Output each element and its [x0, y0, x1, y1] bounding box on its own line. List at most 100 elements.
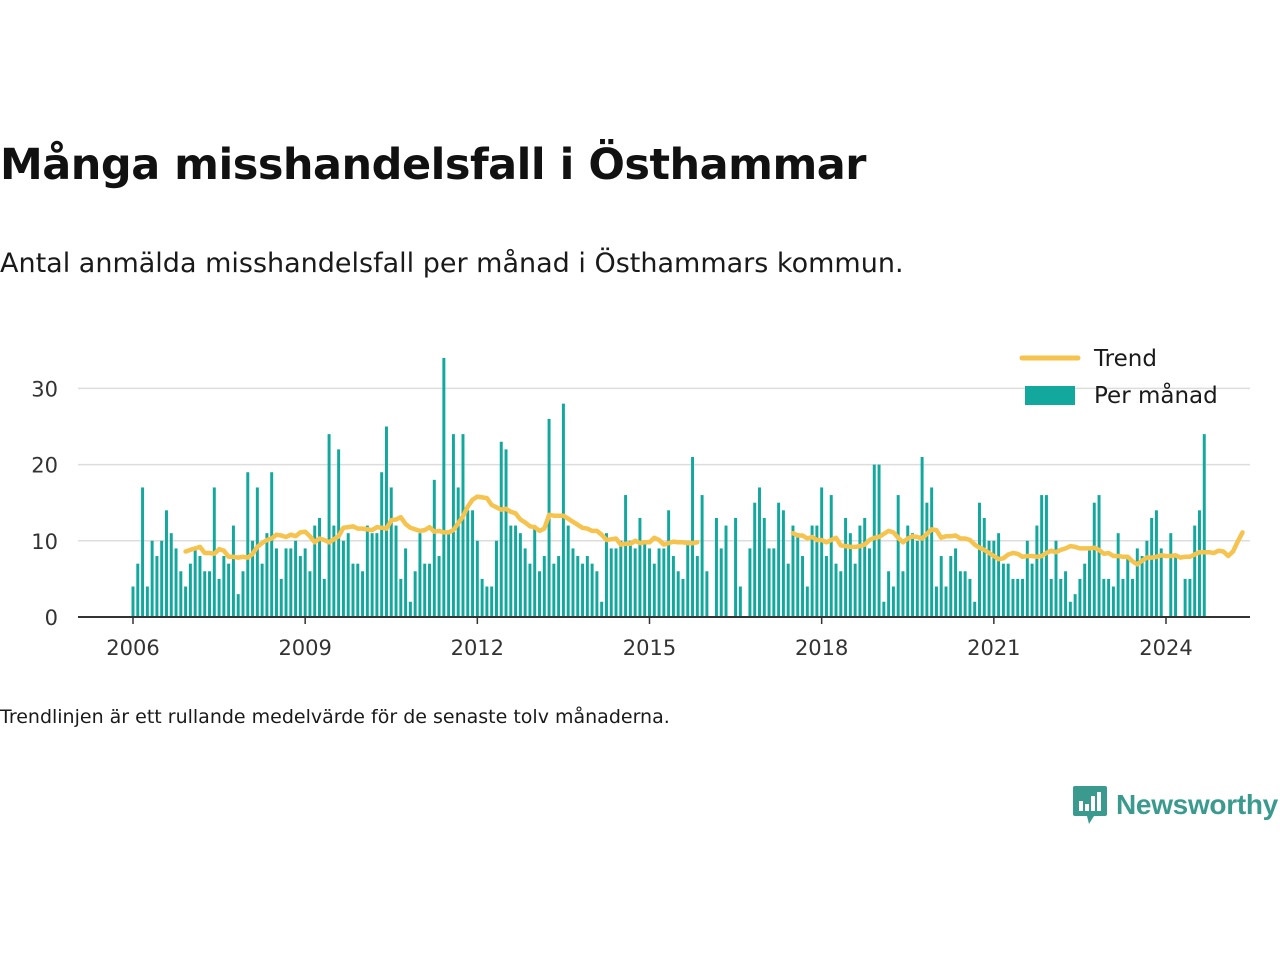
bar — [734, 517, 738, 617]
bar — [1006, 563, 1010, 617]
bar — [858, 525, 862, 617]
bar — [380, 472, 384, 617]
bar — [1035, 525, 1039, 617]
bar — [375, 533, 379, 617]
bar — [958, 571, 962, 617]
chart-subtitle: Antal anmälda misshandelsfall per månad … — [0, 248, 904, 279]
bar — [882, 601, 886, 617]
bar — [327, 434, 331, 617]
bar — [1111, 586, 1115, 617]
y-tick-label: 0 — [45, 606, 58, 630]
trend-line — [183, 494, 700, 560]
bar — [896, 495, 900, 617]
bar — [538, 571, 541, 617]
bar — [1011, 578, 1015, 617]
brand-logo: Newsworthy — [1072, 784, 1278, 826]
bar — [1116, 533, 1120, 617]
bar — [150, 540, 154, 617]
bar — [1183, 578, 1187, 617]
bar — [614, 548, 618, 617]
bar — [174, 548, 178, 617]
bar — [514, 525, 518, 617]
bar — [169, 533, 173, 617]
bar — [949, 556, 953, 617]
bar — [480, 578, 484, 617]
bar — [1092, 502, 1096, 617]
bar — [705, 571, 709, 617]
bar — [279, 578, 283, 617]
bar — [633, 548, 637, 617]
bar — [346, 533, 350, 617]
bar — [270, 472, 274, 617]
bar — [997, 533, 1001, 617]
bar — [461, 434, 465, 617]
bar — [1059, 578, 1063, 617]
bar — [853, 563, 857, 617]
legend-label-per-manad: Per månad — [1094, 381, 1218, 409]
bar — [839, 571, 843, 617]
bar — [528, 563, 532, 617]
bar — [466, 510, 470, 617]
y-axis-ticks: 0 10 20 30 — [31, 377, 58, 630]
bar — [829, 495, 833, 617]
bar — [934, 586, 938, 617]
y-tick-label: 10 — [31, 530, 58, 554]
bar — [1021, 578, 1025, 617]
bar — [944, 586, 948, 617]
bar — [667, 510, 671, 617]
bar — [652, 563, 656, 617]
bar — [1025, 540, 1029, 617]
bar — [1140, 556, 1144, 617]
bar — [662, 548, 666, 617]
bar — [1087, 548, 1091, 617]
bar — [1016, 578, 1020, 617]
chart: 0 10 20 30 2006 2009 2012 2015 2018 2021 2024 Tre… — [31, 346, 1250, 660]
bar — [638, 517, 642, 617]
bar — [963, 571, 967, 617]
bar — [227, 563, 231, 617]
x-tick-label: 2015 — [623, 636, 676, 660]
bar — [1135, 548, 1139, 617]
bar — [231, 525, 235, 617]
bar — [767, 548, 771, 617]
bar — [915, 540, 919, 617]
bar — [208, 571, 212, 617]
bar — [877, 464, 881, 617]
bar — [408, 601, 412, 617]
bar — [868, 548, 871, 617]
bar — [628, 540, 632, 617]
trend-line — [790, 527, 1245, 567]
bar — [676, 571, 680, 617]
bar — [447, 533, 451, 617]
bar — [1121, 578, 1125, 617]
bar — [284, 548, 288, 617]
bar — [413, 571, 417, 617]
bar — [1145, 540, 1149, 617]
bar — [437, 556, 441, 617]
bar — [542, 556, 546, 617]
bar — [260, 563, 264, 617]
bar — [600, 601, 604, 617]
bar — [1174, 556, 1178, 617]
bar — [643, 540, 647, 617]
bar — [322, 578, 326, 617]
bar — [796, 533, 800, 617]
bar — [494, 540, 498, 617]
bar — [815, 525, 819, 617]
bar — [987, 540, 991, 617]
bar — [925, 502, 929, 617]
bar — [298, 556, 302, 617]
bar — [188, 563, 192, 617]
bar — [203, 571, 207, 617]
bar — [978, 502, 981, 617]
newsworthy-logo-icon — [1073, 786, 1107, 824]
line-series-trend — [183, 494, 1245, 567]
bar — [351, 563, 355, 617]
bar — [184, 586, 188, 617]
bar — [557, 556, 561, 617]
bar — [872, 464, 876, 617]
bar — [724, 525, 728, 617]
bar — [891, 586, 895, 617]
bar — [432, 479, 436, 617]
bar — [222, 556, 226, 617]
